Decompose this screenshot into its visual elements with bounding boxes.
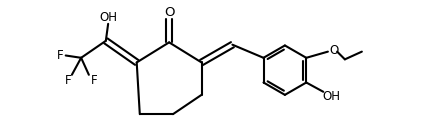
Text: OH: OH [99, 11, 117, 24]
Text: F: F [65, 74, 71, 87]
Text: F: F [57, 49, 63, 62]
Text: OH: OH [321, 90, 339, 103]
Text: O: O [328, 44, 337, 57]
Text: F: F [91, 74, 97, 87]
Text: O: O [164, 6, 174, 19]
